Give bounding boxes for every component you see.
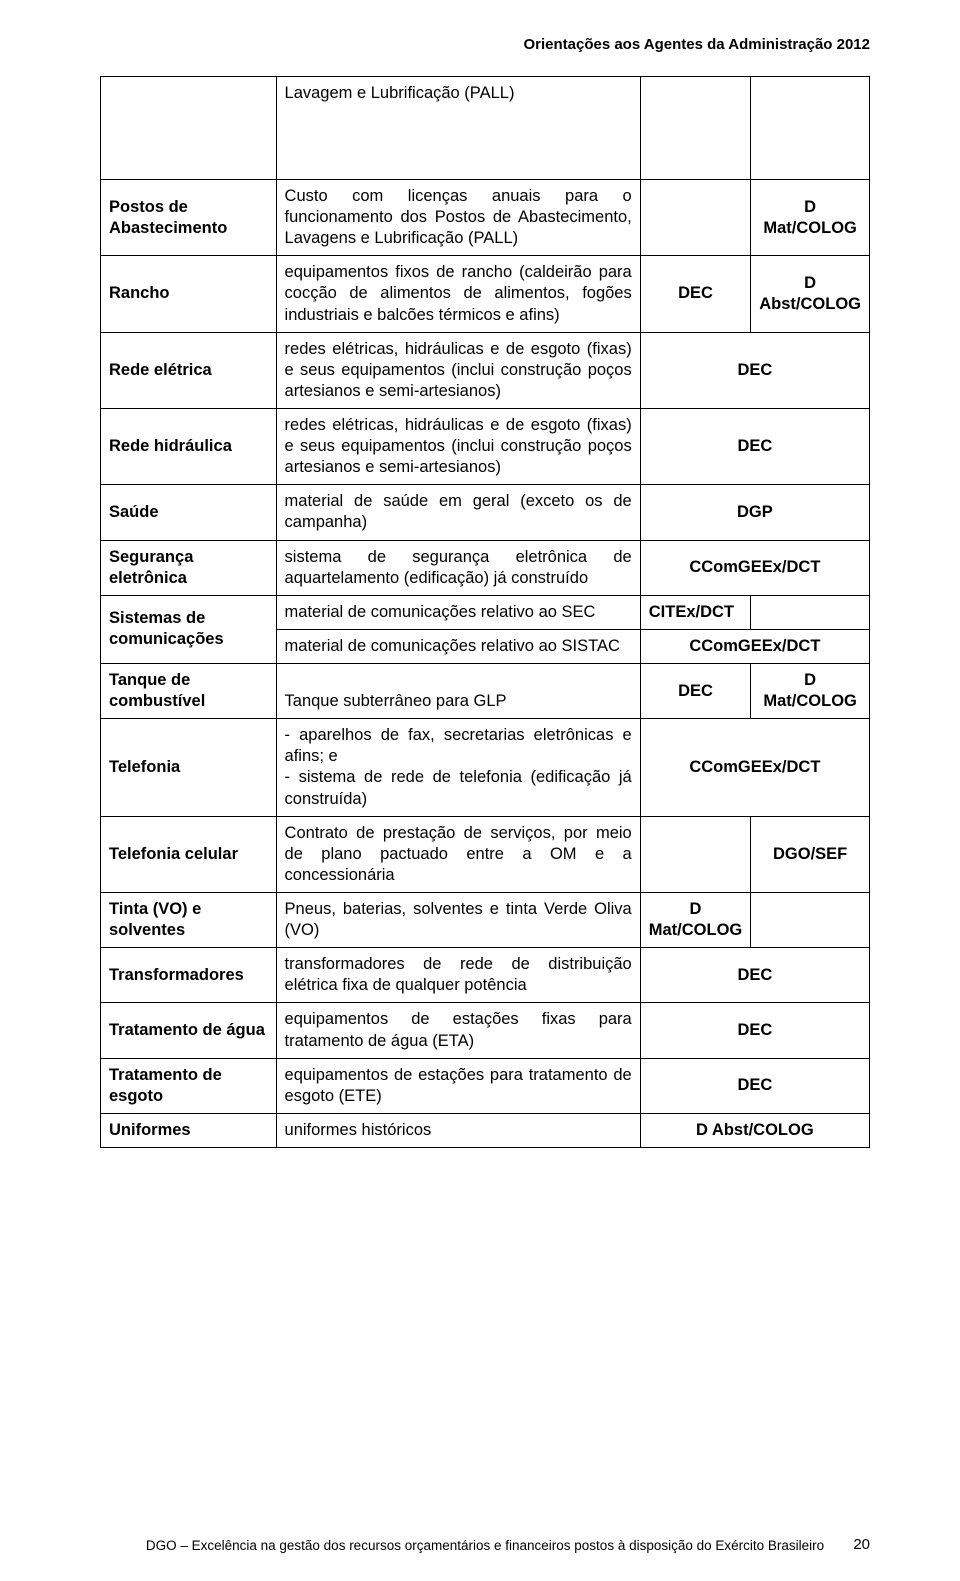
cell-col3: CITEx/DCT [640, 595, 751, 629]
cell-col2: redes elétricas, hidráulicas e de esgoto… [276, 408, 640, 484]
cell-col2: material de comunicações relativo ao SIS… [276, 629, 640, 663]
cell-col3-empty [640, 180, 751, 256]
cell-merged: DEC [640, 332, 869, 408]
cell-col1-empty [101, 77, 277, 180]
table-row: Rede elétrica redes elétricas, hidráulic… [101, 332, 870, 408]
cell-col1: Saúde [101, 485, 277, 540]
cell-merged: DEC [640, 408, 869, 484]
cell-col3-empty [640, 77, 751, 180]
cell-col2: Lavagem e Lubrificação (PALL) [276, 77, 640, 180]
data-table: Lavagem e Lubrificação (PALL) Postos de … [100, 76, 870, 1148]
cell-col4-empty [751, 595, 870, 629]
table-row: Postos de Abastecimento Custo com licenç… [101, 180, 870, 256]
table-row: Transformadores transformadores de rede … [101, 948, 870, 1003]
cell-col2: equipamentos fixos de rancho (caldeirão … [276, 256, 640, 332]
cell-col2: Contrato de prestação de serviços, por m… [276, 816, 640, 892]
cell-col1: Transformadores [101, 948, 277, 1003]
table-row: Segurança eletrônica sistema de seguranç… [101, 540, 870, 595]
cell-col1: Tanque de combustível [101, 663, 277, 718]
cell-col3: DEC [640, 663, 751, 718]
table-row: Saúde material de saúde em geral (exceto… [101, 485, 870, 540]
cell-col4: DGO/SEF [751, 816, 870, 892]
page-footer: DGO – Excelência na gestão dos recursos … [100, 1538, 870, 1553]
table-row: Uniformes uniformes históricos D Abst/CO… [101, 1113, 870, 1147]
cell-col4: D Abst/COLOG [751, 256, 870, 332]
cell-merged: D Abst/COLOG [640, 1113, 869, 1147]
table-row: Tanque de combustível Tanque subterrâneo… [101, 663, 870, 718]
cell-col2: sistema de segurança eletrônica de aquar… [276, 540, 640, 595]
table-row: Rede hidráulica redes elétricas, hidrául… [101, 408, 870, 484]
cell-col2: material de saúde em geral (exceto os de… [276, 485, 640, 540]
page: Orientações aos Agentes da Administração… [0, 0, 960, 1581]
table-row: Tratamento de água equipamentos de estaç… [101, 1003, 870, 1058]
cell-col4-empty [751, 77, 870, 180]
cell-merged: DEC [640, 1003, 869, 1058]
cell-merged: CComGEEx/DCT [640, 540, 869, 595]
cell-col2: material de comunicações relativo ao SEC [276, 595, 640, 629]
cell-merged: DEC [640, 1058, 869, 1113]
cell-col1: Tratamento de água [101, 1003, 277, 1058]
page-number: 20 [853, 1536, 870, 1553]
cell-col2: uniformes históricos [276, 1113, 640, 1147]
cell-col2: - aparelhos de fax, secretarias eletrôni… [276, 719, 640, 816]
cell-col1: Rede elétrica [101, 332, 277, 408]
cell-col1: Rancho [101, 256, 277, 332]
cell-col1: Uniformes [101, 1113, 277, 1147]
table-row: Tratamento de esgoto equipamentos de est… [101, 1058, 870, 1113]
cell-col1: Sistemas de comunicações [101, 595, 277, 663]
cell-merged: DEC [640, 948, 869, 1003]
cell-col4: D Mat/COLOG [751, 663, 870, 718]
cell-col1: Segurança eletrônica [101, 540, 277, 595]
cell-col2: Tanque subterrâneo para GLP [276, 663, 640, 718]
table-row: Lavagem e Lubrificação (PALL) [101, 77, 870, 180]
cell-col3-empty [640, 816, 751, 892]
cell-col2: redes elétricas, hidráulicas e de esgoto… [276, 332, 640, 408]
table-row: Telefonia celular Contrato de prestação … [101, 816, 870, 892]
table-row: Tinta (VO) e solventes Pneus, baterias, … [101, 892, 870, 947]
cell-col2: transformadores de rede de distribuição … [276, 948, 640, 1003]
cell-merged: CComGEEx/DCT [640, 719, 869, 816]
cell-col1: Tratamento de esgoto [101, 1058, 277, 1113]
cell-col1: Tinta (VO) e solventes [101, 892, 277, 947]
page-header: Orientações aos Agentes da Administração… [523, 36, 870, 53]
cell-col1: Telefonia celular [101, 816, 277, 892]
table-row: Rancho equipamentos fixos de rancho (cal… [101, 256, 870, 332]
cell-col2: Custo com licenças anuais para o funcion… [276, 180, 640, 256]
cell-col1: Rede hidráulica [101, 408, 277, 484]
cell-col2: equipamentos de estações para tratamento… [276, 1058, 640, 1113]
cell-col4-empty [751, 892, 870, 947]
cell-col4: D Mat/COLOG [751, 180, 870, 256]
cell-col1: Telefonia [101, 719, 277, 816]
table-row: Sistemas de comunicações material de com… [101, 595, 870, 629]
cell-col1: Postos de Abastecimento [101, 180, 277, 256]
cell-col2: equipamentos de estações fixas para trat… [276, 1003, 640, 1058]
table-row: Telefonia - aparelhos de fax, secretaria… [101, 719, 870, 816]
cell-col3: D Mat/COLOG [640, 892, 751, 947]
cell-merged: DGP [640, 485, 869, 540]
cell-col3: DEC [640, 256, 751, 332]
cell-col2: Pneus, baterias, solventes e tinta Verde… [276, 892, 640, 947]
cell-merged: CComGEEx/DCT [640, 629, 869, 663]
